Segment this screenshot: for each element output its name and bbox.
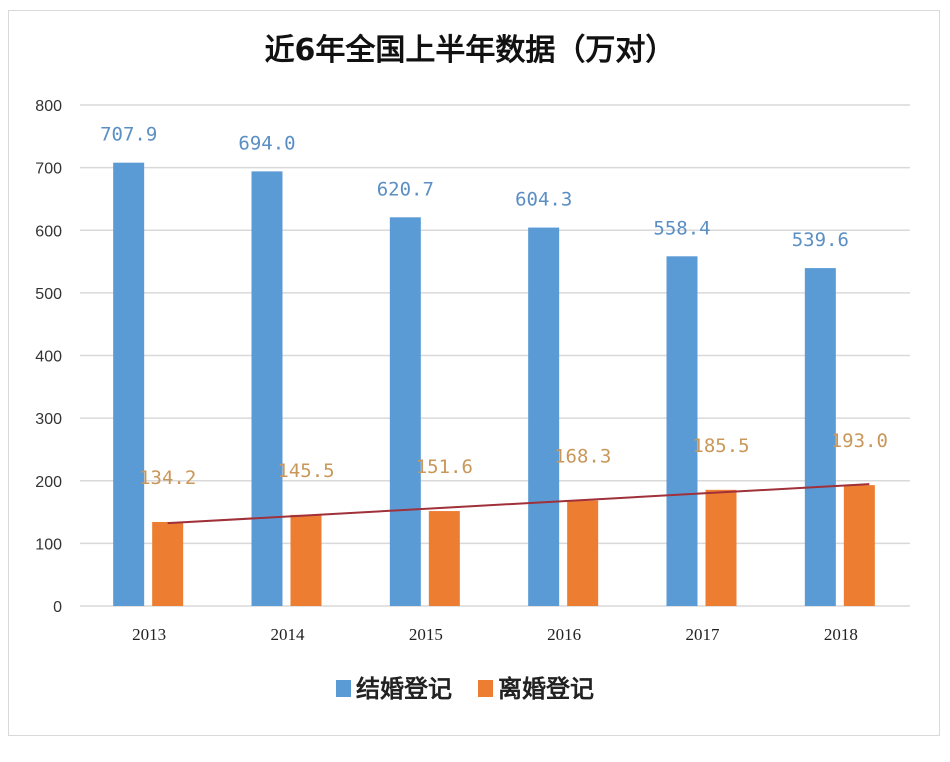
divorce-data-label: 193.0 [831,430,888,452]
y-tick-label: 100 [35,536,62,553]
x-tick-label: 2014 [271,625,306,644]
y-tick-label: 200 [35,474,62,491]
y-tick-label: 400 [35,349,62,366]
divorce-bar-2013 [152,521,184,606]
y-tick-label: 0 [53,599,62,616]
marriage-data-label: 539.6 [792,229,849,251]
marriage-bar-2013 [113,162,145,607]
y-tick-label: 300 [35,411,62,428]
y-tick-label: 500 [35,286,62,303]
y-tick-label: 600 [35,223,62,240]
divorce-data-label: 134.2 [139,467,196,489]
divorce-bar-2018 [843,485,875,606]
divorce-bar-2017 [705,489,737,606]
marriage-data-label: 558.4 [653,217,710,239]
marriage-data-label: 694.0 [238,132,295,154]
divorce-data-label: 145.5 [277,460,334,482]
x-tick-label: 2017 [686,625,721,644]
marriage-bar-2014 [251,171,283,606]
divorce-bar-2015 [428,511,460,606]
chart-title: 近6年全国上半年数据（万对） [265,33,676,68]
legend-swatch-divorce [478,680,493,697]
x-tick-label: 2013 [132,625,166,644]
marriage-bar-2015 [389,217,421,606]
divorce-bar-2014 [290,514,322,606]
divorce-data-label: 185.5 [692,435,749,457]
chart-frame [8,10,940,736]
divorce-data-label: 168.3 [554,446,611,468]
marriage-data-label: 604.3 [515,189,572,211]
x-tick-label: 2016 [547,625,581,644]
trendline [167,483,870,525]
legend-swatch-marriage [336,680,351,697]
divorce-bar-2016 [567,500,599,606]
x-tick-label: 2015 [409,625,443,644]
divorce-data-label: 151.6 [416,456,473,478]
marriage-data-label: 707.9 [100,124,157,146]
marriage-data-label: 620.7 [377,178,434,200]
marriage-bar-2018 [804,268,836,606]
marriage-bar-2017 [666,256,698,606]
legend-label: 结婚登记 [356,675,452,703]
marriage-bar-2016 [528,227,560,606]
y-tick-label: 800 [35,98,62,115]
x-tick-label: 2018 [824,625,858,644]
y-tick-label: 700 [35,161,62,178]
legend-label: 离婚登记 [498,675,594,703]
